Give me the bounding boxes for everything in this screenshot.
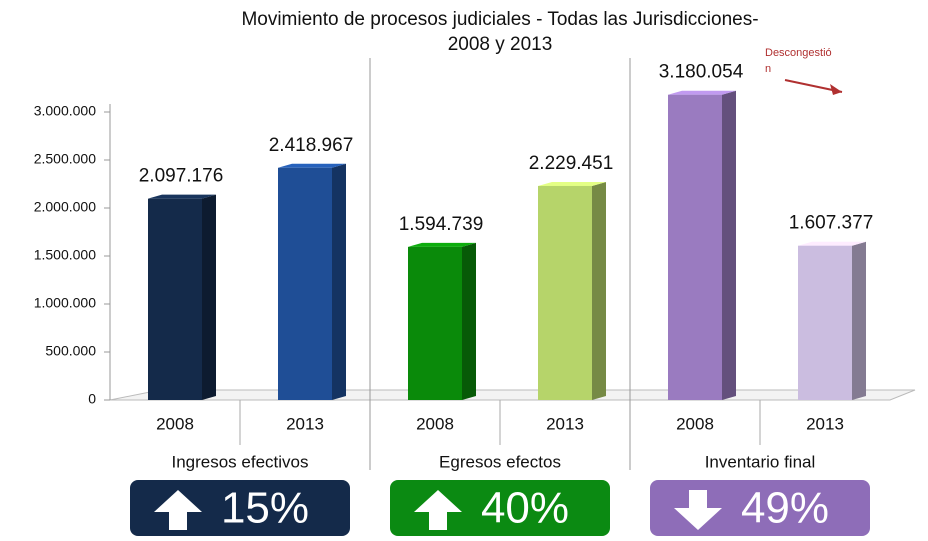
badge-arrow — [414, 490, 462, 530]
bar-top — [408, 242, 476, 247]
group-label: Inventario final — [705, 452, 816, 471]
badge-arrow — [154, 490, 202, 530]
value-label: 1.594.739 — [399, 214, 484, 235]
bar-top — [148, 194, 216, 199]
chart-title: Movimiento de procesos judiciales - Toda… — [241, 9, 758, 30]
bar-side — [332, 163, 346, 400]
bar-side — [592, 181, 606, 400]
y-tick-label: 3.000.000 — [34, 103, 96, 119]
group-label: Ingresos efectivos — [171, 452, 308, 471]
annotation: Descongestió — [765, 47, 832, 59]
value-label: 2.097.176 — [139, 166, 224, 187]
bar — [798, 245, 852, 400]
group-label: Egresos efectos — [439, 452, 561, 471]
bar — [148, 198, 202, 400]
value-label: 1.607.377 — [789, 213, 874, 234]
annotation-arrow-head — [830, 84, 842, 95]
bar-top — [798, 241, 866, 246]
annotation: n — [765, 63, 771, 75]
y-tick-label: 1.000.000 — [34, 295, 96, 311]
x-tick-label: 2008 — [156, 414, 194, 433]
badge-label: 40% — [481, 484, 569, 533]
x-tick-label: 2008 — [416, 414, 454, 433]
y-tick-label: 2.500.000 — [34, 151, 96, 167]
bar — [538, 185, 592, 400]
y-tick-label: 1.500.000 — [34, 247, 96, 263]
badge-label: 49% — [741, 484, 829, 533]
y-tick-label: 500.000 — [45, 343, 96, 359]
badge-label: 15% — [221, 484, 309, 533]
bar-top — [668, 90, 736, 95]
y-tick-label: 0 — [88, 391, 96, 407]
bar-top — [538, 181, 606, 186]
bar-side — [462, 242, 476, 400]
x-tick-label: 2013 — [806, 414, 844, 433]
floor — [109, 389, 916, 401]
y-tick-label: 2.000.000 — [34, 199, 96, 215]
value-label: 3.180.054 — [659, 62, 744, 83]
chart-title: 2008 y 2013 — [448, 34, 553, 55]
bar-side — [722, 90, 736, 400]
x-tick-label: 2013 — [546, 414, 584, 433]
bar-top — [278, 163, 346, 168]
bar — [278, 167, 332, 400]
bar — [668, 94, 722, 400]
value-label: 2.229.451 — [529, 153, 614, 174]
x-tick-label: 2008 — [676, 414, 714, 433]
x-tick-label: 2013 — [286, 414, 324, 433]
bar-side — [852, 241, 866, 400]
value-label: 2.418.967 — [269, 135, 354, 156]
bar-side — [202, 194, 216, 400]
badge-arrow — [674, 490, 722, 530]
bar — [408, 246, 462, 400]
